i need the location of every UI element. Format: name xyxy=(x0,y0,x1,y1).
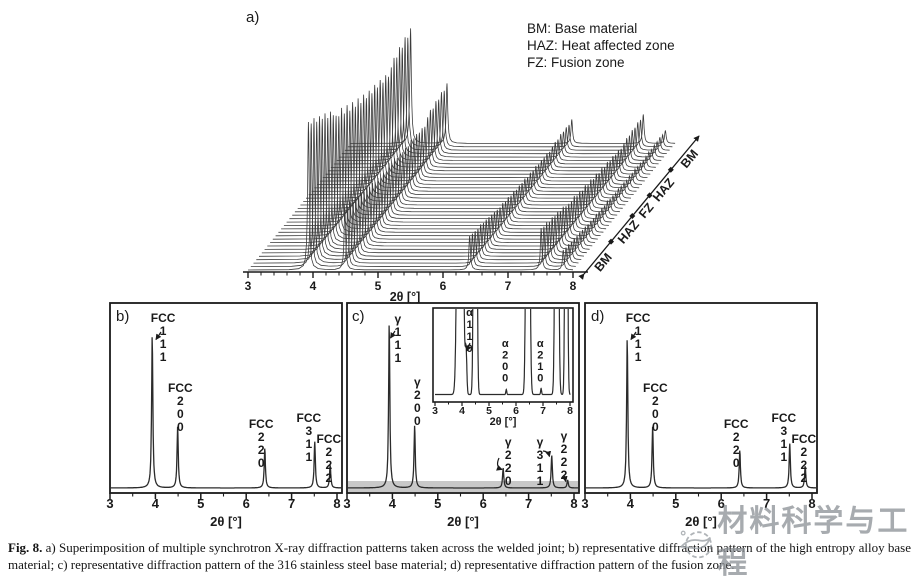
svg-text:2θ [°]: 2θ [°] xyxy=(490,416,517,428)
panel-c-plot: 3 4 5 6 7 8 2θ [°] γ 1 1 1 γ 2 0 0 γ 2 2 0 γ 3 1 1 γ 2 2 2 xyxy=(343,302,580,529)
svg-text:6: 6 xyxy=(440,279,447,293)
zone-label-fz-2: FZ xyxy=(636,200,657,221)
svg-text:3: 3 xyxy=(106,496,113,511)
svg-text:3: 3 xyxy=(581,496,588,511)
figure-caption: Fig. 8. a) Superimposition of multiple s… xyxy=(8,540,911,573)
svg-text:2θ [°]: 2θ [°] xyxy=(210,514,242,529)
svg-text:7: 7 xyxy=(540,405,546,417)
peak-label-d-222: FCC 2 2 2 xyxy=(791,432,816,485)
peak-label-d-220: FCC 2 2 0 xyxy=(724,417,749,470)
svg-text:5: 5 xyxy=(672,496,679,511)
svg-text:8: 8 xyxy=(570,496,577,511)
zone-label-bm-4: BM xyxy=(678,147,701,171)
svg-text:2θ [°]: 2θ [°] xyxy=(447,514,479,529)
svg-text:4: 4 xyxy=(459,405,465,417)
peak-label-b-222: FCC 2 2 2 xyxy=(316,432,341,485)
svg-text:3: 3 xyxy=(432,405,438,417)
panel-d-letter: d) xyxy=(591,308,605,325)
svg-text:5: 5 xyxy=(434,496,441,511)
svg-text:6: 6 xyxy=(243,496,250,511)
svg-text:5: 5 xyxy=(486,405,492,417)
svg-text:7: 7 xyxy=(763,496,770,511)
svg-text:2θ [°]: 2θ [°] xyxy=(685,514,717,529)
svg-text:8: 8 xyxy=(570,279,577,293)
svg-text:7: 7 xyxy=(288,496,295,511)
caption-body: a) Superimposition of multiple synchrotr… xyxy=(8,540,911,572)
peak-label-d-200: FCC 2 0 0 xyxy=(643,381,668,434)
svg-text:5: 5 xyxy=(197,496,204,511)
peak-label-d-111: FCC 1 1 1 xyxy=(626,311,651,364)
svg-text:8: 8 xyxy=(567,405,573,417)
svg-text:5: 5 xyxy=(375,279,382,293)
svg-text:6: 6 xyxy=(480,496,487,511)
zone-label-bm-0: BM xyxy=(592,250,615,274)
svg-text:8: 8 xyxy=(808,496,815,511)
svg-text:7: 7 xyxy=(525,496,532,511)
legend-line-haz: HAZ: Heat affected zone xyxy=(527,38,675,53)
panel-a-letter: a) xyxy=(246,9,260,26)
peak-label-b-311: FCC 3 1 1 xyxy=(297,411,322,464)
panel-c-letter: c) xyxy=(352,308,365,325)
zone-legend: BM: Base material HAZ: Heat affected zon… xyxy=(527,20,675,71)
svg-text:3: 3 xyxy=(245,279,252,293)
zone-label-haz-1: HAZ xyxy=(615,217,642,246)
panel-c-inset: 3 4 5 6 7 8 2θ [°] α 1 1 0 α 2 0 0 α 2 1 0 xyxy=(432,307,574,428)
peak-label-b-220: FCC 2 2 0 xyxy=(249,417,274,470)
svg-text:6: 6 xyxy=(718,496,725,511)
svg-text:4: 4 xyxy=(627,496,635,511)
svg-text:4: 4 xyxy=(152,496,160,511)
svg-text:4: 4 xyxy=(310,279,317,293)
peak-label-d-311: FCC 3 1 1 xyxy=(772,411,797,464)
svg-text:4: 4 xyxy=(389,496,397,511)
svg-text:8: 8 xyxy=(333,496,340,511)
caption-tag: Fig. 8. xyxy=(8,540,43,555)
zone-label-haz-3: HAZ xyxy=(650,175,677,204)
panel-b-letter: b) xyxy=(116,308,130,325)
svg-text:3: 3 xyxy=(343,496,350,511)
svg-text:6: 6 xyxy=(513,405,519,417)
peak-label-b-200: FCC 2 0 0 xyxy=(168,381,193,434)
svg-text:7: 7 xyxy=(505,279,512,293)
peak-label-b-111: FCC 1 1 1 xyxy=(151,311,176,364)
svg-text:2θ [°]: 2θ [°] xyxy=(390,290,421,304)
legend-line-fz: FZ: Fusion zone xyxy=(527,55,625,70)
legend-line-bm: BM: Base material xyxy=(527,21,638,36)
